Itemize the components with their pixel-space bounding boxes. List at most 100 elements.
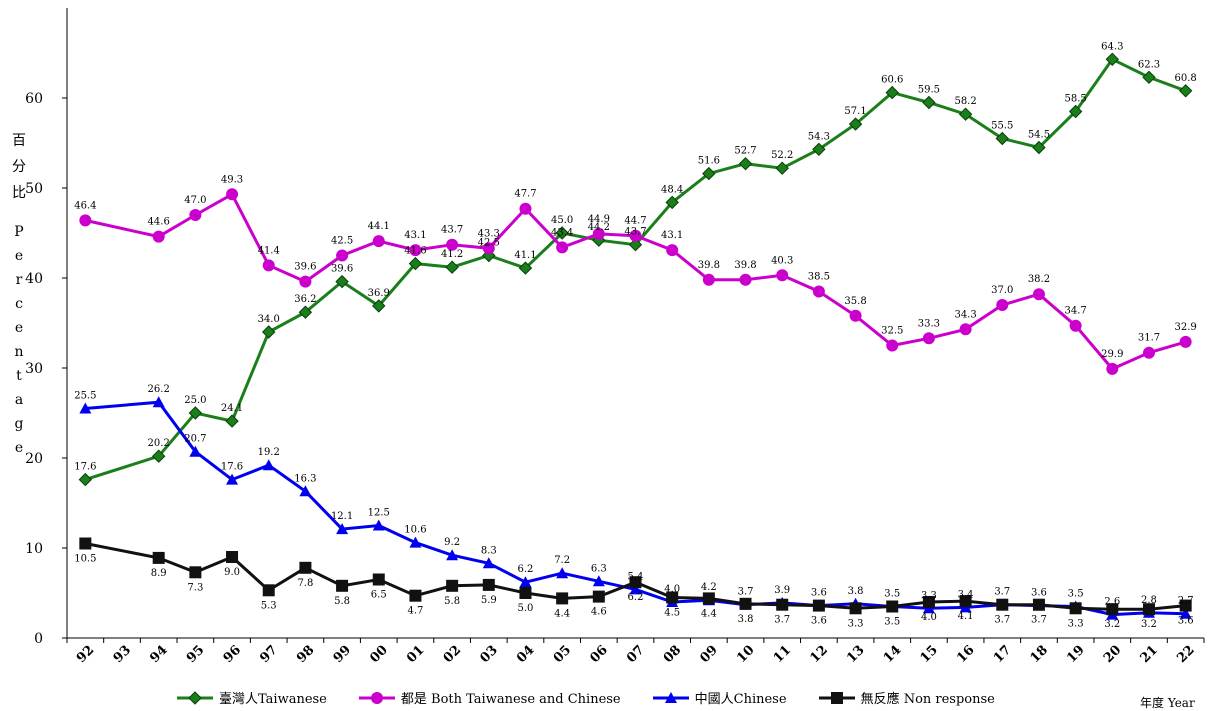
x-tick-label: 03 [477,643,500,666]
series-1-point [262,325,276,339]
data-label: 48.4 [661,184,683,195]
data-label: 39.8 [734,260,756,271]
x-tick-label: 11 [771,643,794,666]
series-1-point [738,156,753,171]
x-tick-label: 06 [587,643,610,666]
x-tick-label: 12 [808,643,831,666]
y-tick-label: 20 [25,451,43,467]
series-4-point [666,591,679,604]
data-label: 44.6 [148,217,170,228]
x-tick-label: 93 [111,643,134,666]
x-tick-label: 95 [184,643,207,666]
data-label: 3.5 [1068,589,1084,600]
series-2-point [519,202,532,215]
data-label: 39.6 [331,264,353,275]
series-1-point [922,95,936,110]
data-label: 3.7 [774,615,790,626]
series-2-point [702,273,715,286]
data-label: 47.7 [514,189,536,200]
x-tick-label: 05 [551,643,574,666]
data-label: 40.3 [771,255,793,266]
data-label: 43.1 [661,230,683,241]
legend-item-3: 中國人Chinese [651,688,787,707]
x-tick-label: 21 [1138,643,1161,666]
data-label: 3.8 [738,614,754,625]
series-1-point [555,226,569,240]
series-2-point [446,238,459,251]
series-4-point [409,589,422,602]
series-1-point [702,166,716,181]
series-2-point [959,323,972,336]
series-2-point [666,244,679,257]
series-3-point [262,459,275,471]
series-1-point [298,305,313,319]
data-label: 5.8 [334,596,350,607]
series-2-point [996,299,1009,311]
legend-item-4: 無反應 Non response [817,688,995,707]
data-label: 25.5 [74,391,96,402]
series-1-point [518,261,533,275]
data-label: 6.3 [591,563,607,574]
series-1-point [78,472,93,487]
series-1-point [848,117,863,131]
data-label: 33.3 [918,318,940,329]
y-tick-label: 40 [25,271,43,287]
series-line-2 [85,192,1187,371]
series-1-point [1142,70,1156,85]
x-tick-label: 13 [844,643,867,666]
data-label: 41.4 [258,245,280,256]
data-label: 37.0 [991,285,1013,296]
series-4-point [556,592,569,605]
data-label: 36.2 [294,294,316,305]
series-3-point [409,536,422,548]
data-label: 47.0 [184,195,206,206]
series-4-point [336,579,349,592]
series-4-point [226,551,239,563]
series-3-point [1179,607,1192,619]
legend-label: 臺灣人Taiwanese [219,692,327,707]
series-1-point [372,299,386,313]
y-axis-label-char: e [14,248,24,264]
series-4-point [446,579,459,592]
series-3-point [226,473,239,485]
series-3-point [556,567,569,579]
legend-item-1: 臺灣人Taiwanese [175,688,327,707]
y-axis-label-char: e [14,320,24,336]
x-tick-label: 97 [257,643,280,666]
series-1-point [812,142,826,157]
series-4-point [79,537,92,550]
series-4-point [959,595,972,608]
data-label: 39.6 [294,262,316,273]
x-tick-label: 99 [331,643,354,666]
x-tick-label: 07 [624,643,647,666]
series-4-point [629,576,642,589]
y-tick-label: 30 [25,361,43,377]
data-label: 44.1 [368,221,390,232]
data-label: 49.3 [221,174,243,185]
series-4-point [519,587,532,599]
data-label: 4.7 [407,606,423,617]
data-label: 3.3 [921,590,937,601]
series-2-point [262,259,275,272]
data-label: 62.3 [1138,59,1160,70]
data-label: 3.7 [994,615,1010,626]
data-label: 51.6 [698,156,720,167]
y-axis-label-char: 百 [12,133,26,149]
series-4-point [886,600,899,613]
data-label: 46.4 [74,200,96,211]
legend-label: 中國人Chinese [694,692,787,707]
series-4-point [702,592,715,605]
data-label: 4.4 [701,608,717,619]
data-label: 9.0 [224,567,240,578]
series-4-point [592,590,605,603]
series-3-point [372,519,385,531]
data-label: 8.3 [481,545,497,556]
data-label: 4.0 [664,584,680,595]
data-label: 29.9 [1101,349,1123,360]
x-tick-label: 98 [294,643,317,666]
series-4-point [1142,603,1155,616]
data-label: 7.8 [297,578,313,589]
series-2-point [812,285,825,298]
series-2-point [1069,319,1082,332]
